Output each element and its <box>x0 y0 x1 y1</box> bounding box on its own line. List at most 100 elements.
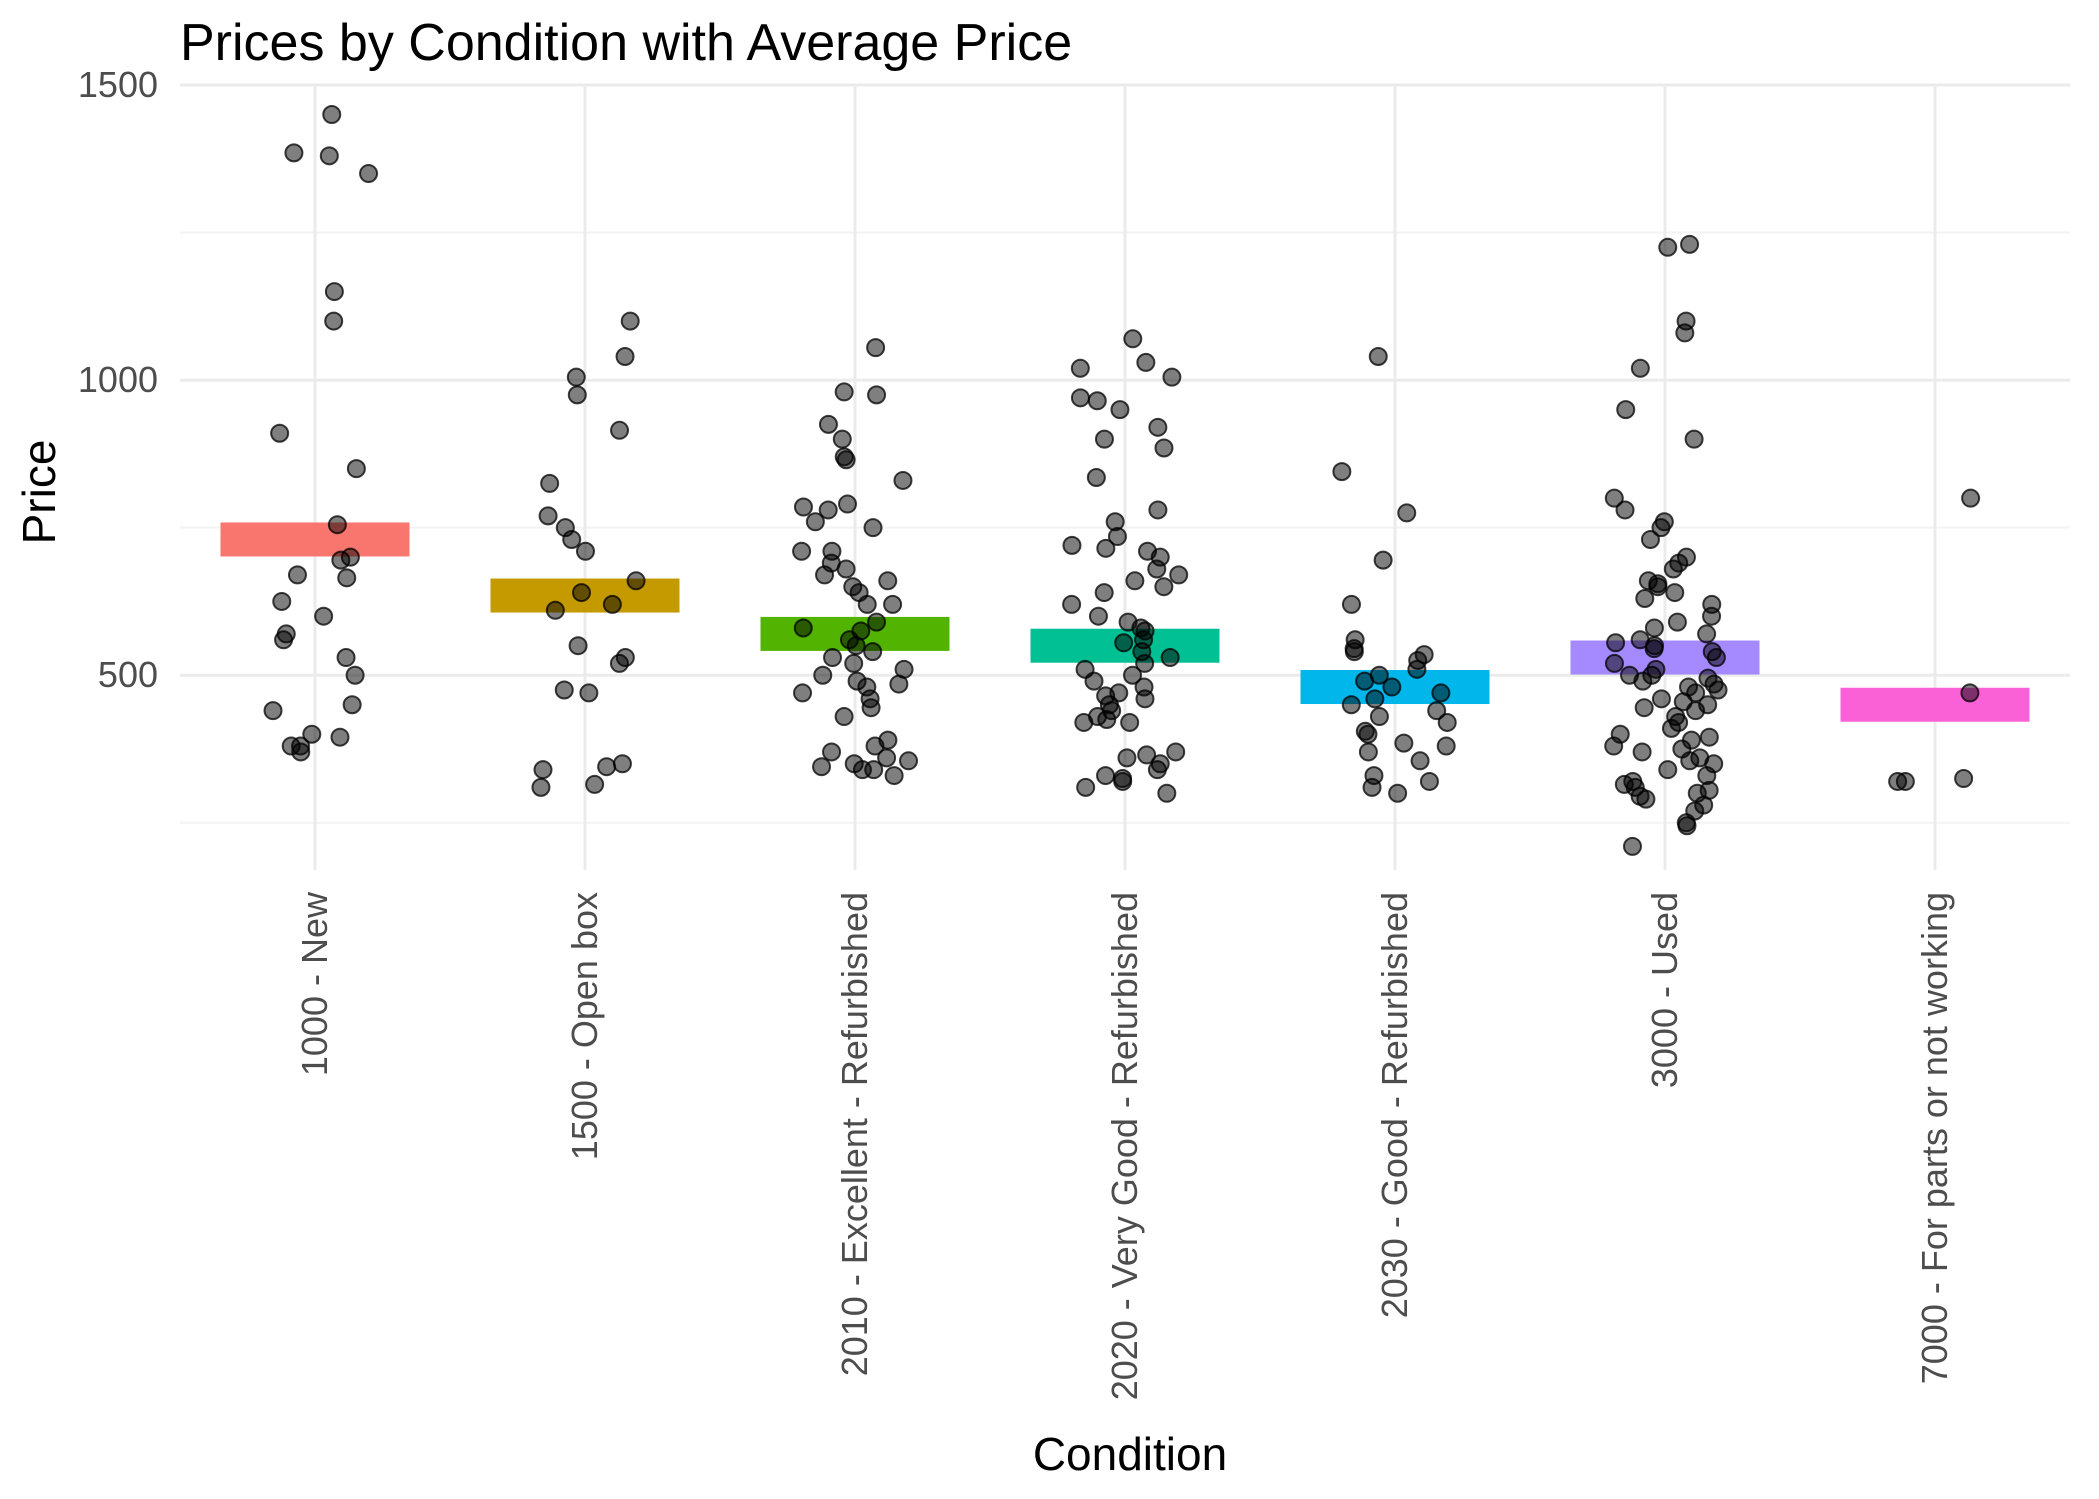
x-tick-label: 2030 - Good - Refurbished <box>1374 892 1415 1318</box>
data-point <box>346 459 366 479</box>
data-point <box>1667 612 1687 632</box>
data-point <box>566 367 586 387</box>
data-point <box>531 777 551 797</box>
data-point <box>1706 648 1726 668</box>
data-point <box>615 347 635 367</box>
data-point <box>568 636 588 656</box>
data-point <box>793 497 813 517</box>
data-point <box>1658 760 1678 780</box>
data-point <box>284 143 304 163</box>
data-point <box>1686 701 1706 721</box>
data-point <box>1382 677 1402 697</box>
data-point <box>272 591 292 611</box>
data-point <box>1137 745 1157 765</box>
data-point <box>1358 742 1378 762</box>
data-point <box>610 420 630 440</box>
x-tick-label: 1500 - Open box <box>564 892 605 1160</box>
data-point <box>1096 538 1116 558</box>
data-point <box>1651 689 1671 709</box>
data-point <box>1394 733 1414 753</box>
data-point <box>1604 488 1624 508</box>
data-point <box>1120 712 1140 732</box>
data-point <box>867 612 887 632</box>
data-point <box>1888 771 1908 791</box>
data-point <box>834 382 854 402</box>
data-point <box>1160 648 1180 668</box>
data-point <box>1648 577 1668 597</box>
data-point <box>324 311 344 331</box>
data-point <box>1633 671 1653 691</box>
data-point <box>1431 683 1451 703</box>
data-point <box>545 600 565 620</box>
data-point <box>846 636 866 656</box>
data-point <box>844 653 864 673</box>
data-point <box>793 683 813 703</box>
data-point <box>345 665 365 685</box>
data-point <box>1148 500 1168 520</box>
data-point <box>602 594 622 614</box>
data-point <box>1123 665 1143 685</box>
chart-title: Prices by Condition with Average Price <box>180 14 1072 72</box>
x-axis-ticks: 1000 - New 1500 - Open box 2010 - Excellen… <box>294 891 1955 1400</box>
data-point <box>327 515 347 535</box>
data-point <box>291 742 311 762</box>
x-tick-label: 3000 - Used <box>1644 892 1685 1088</box>
data-point <box>813 665 833 685</box>
data-point <box>1107 527 1127 547</box>
data-point <box>1135 689 1155 709</box>
y-tick-label: 1500 <box>78 64 158 105</box>
data-point <box>314 606 334 626</box>
data-point <box>863 518 883 538</box>
data-point <box>1397 503 1417 523</box>
data-point <box>1125 571 1145 591</box>
data-point <box>815 565 835 585</box>
data-point <box>889 674 909 694</box>
data-point <box>1702 606 1722 626</box>
x-tick-label: 2020 - Very Good - Refurbished <box>1104 892 1145 1400</box>
data-point <box>337 568 357 588</box>
data-point <box>1388 783 1408 803</box>
data-point <box>331 550 351 570</box>
data-point <box>1658 237 1678 257</box>
data-point <box>1074 712 1094 732</box>
data-point <box>899 751 919 771</box>
data-point <box>1697 624 1717 644</box>
data-point <box>319 146 339 166</box>
data-point <box>1087 391 1107 411</box>
data-point <box>324 282 344 302</box>
data-point <box>837 494 857 514</box>
data-point <box>1094 429 1114 449</box>
data-point <box>1369 707 1389 727</box>
data-point <box>1365 689 1385 709</box>
data-point <box>1110 400 1130 420</box>
data-point <box>812 757 832 777</box>
data-point <box>1062 594 1082 614</box>
data-point <box>1436 736 1456 756</box>
data-point <box>878 571 898 591</box>
x-tick-label: 1000 - New <box>294 891 335 1076</box>
data-point <box>818 500 838 520</box>
data-point <box>585 774 605 794</box>
data-point <box>1113 771 1133 791</box>
data-point <box>1117 748 1137 768</box>
data-point <box>1615 500 1635 520</box>
data-point <box>1097 709 1117 729</box>
data-point <box>792 541 812 561</box>
data-point <box>579 683 599 703</box>
data-point <box>538 506 558 526</box>
data-point <box>1147 760 1167 780</box>
data-point <box>1960 683 1980 703</box>
data-point <box>1358 724 1378 744</box>
data-point <box>1086 468 1106 487</box>
data-point <box>336 648 356 668</box>
data-point <box>1684 429 1704 449</box>
data-point <box>1373 550 1393 570</box>
data-point <box>342 695 362 715</box>
data-point <box>832 429 852 449</box>
data-point <box>1123 329 1143 349</box>
data-point <box>1663 559 1683 579</box>
data-point <box>359 164 379 184</box>
data-point <box>612 754 632 774</box>
data-point <box>1665 583 1685 603</box>
